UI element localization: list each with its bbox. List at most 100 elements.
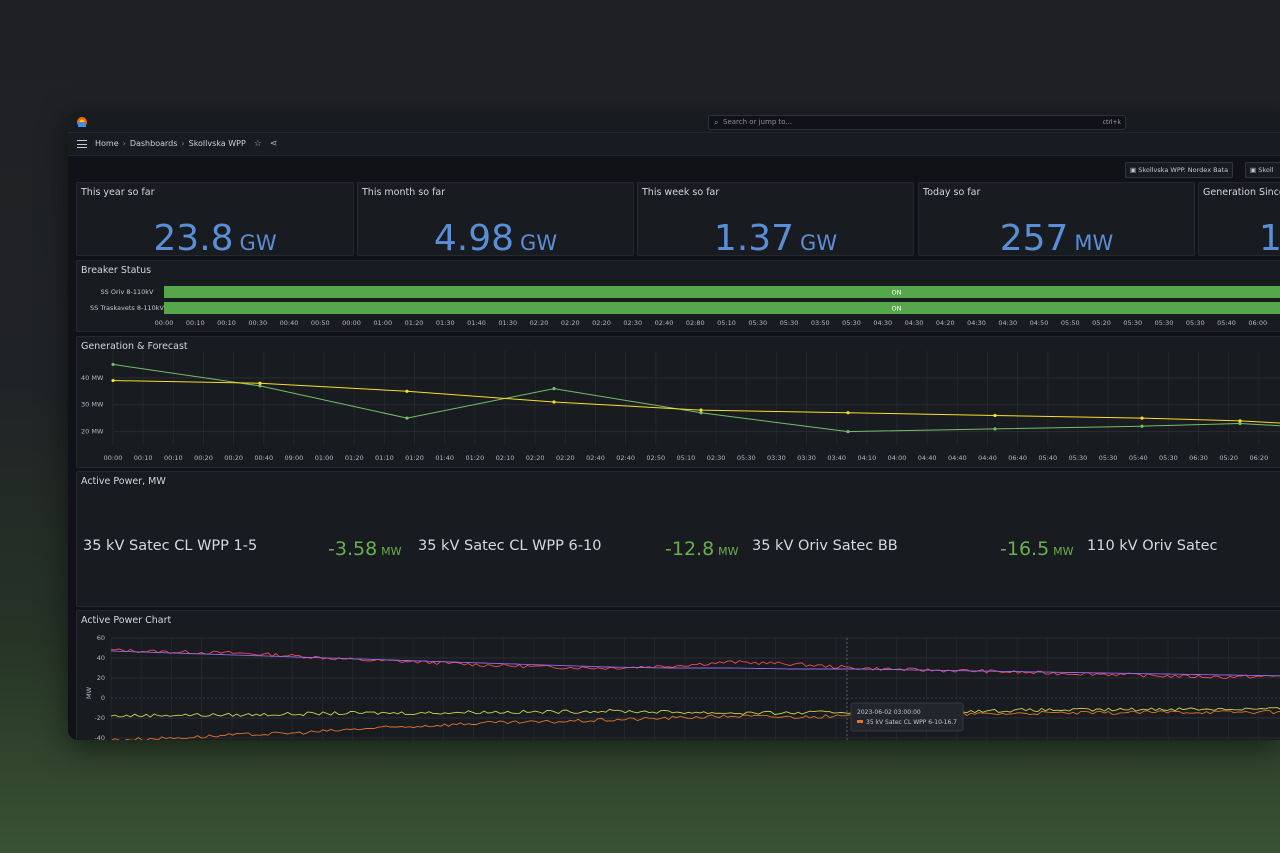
breaker-status-panel[interactable]: Breaker Status SS Oriv 8-110kV ON SS Trask… [76,260,1280,332]
variable-selector-2[interactable]: ▣ Skoll [1245,162,1280,178]
time-tick-label: 04:30 [998,319,1017,327]
dashboard-window: ⌕ Search or jump to... ctrl+k Home › Dashb… [68,112,1280,740]
time-tick-label: 01:30 [436,319,455,327]
time-tick-label: 00:50 [311,319,330,327]
x-tick-label: 00:40 [254,454,273,462]
active-power-value: -3.58 MW [328,538,402,560]
x-tick-label: 04:40 [948,454,967,462]
star-icon[interactable]: ☆ [253,139,262,149]
search-input[interactable]: ⌕ Search or jump to... ctrl+k [708,115,1126,130]
variable-selector[interactable]: ▣ Skollvska WPP. Nordex Bata [1125,162,1234,178]
value-unit: MW [1053,545,1074,558]
generation-line [112,363,1280,433]
forecast-point [405,389,409,393]
breadcrumb-current[interactable]: Skollvska WPP [188,139,246,148]
x-tick-label: 05:30 [1159,454,1178,462]
stat-panel-week[interactable]: This week so far 1.37 GW [637,182,914,256]
generation-point [1238,421,1242,426]
value-number: -16.5 [1000,538,1050,560]
x-tick-label: 02:40 [586,454,605,462]
forecast-point [258,381,262,385]
time-tick-label: 01:40 [467,319,486,327]
panel-title: Breaker Status [81,265,152,276]
forecast-point [1238,419,1242,423]
breaker-row-label: SS Oriv 8-110kV [101,288,154,296]
x-tick-label: 05:30 [737,454,756,462]
x-tick-label: 04:40 [918,454,937,462]
breaker-row-label: SS Traskavets 8-110kV [90,304,165,312]
time-tick-label: 02:20 [561,319,580,327]
x-tick-label: 00:10 [164,454,183,462]
y-axis-label: MW [85,686,93,699]
x-tick-label: 05:20 [1219,454,1238,462]
tooltip-value: -16.7 [941,719,957,726]
forecast-chart: 40 MW 30 MW 20 MW 00:00 00:10 00:10 00:20 00:20… [81,351,1280,462]
active-power-label: 35 kV Satec CL WPP 6-10 [418,538,602,554]
power-series-line [110,650,1280,677]
x-tick-label: 06:20 [1249,454,1268,462]
nav-bar: Home › Dashboards › Skollvska WPP ☆ ⋖ [68,133,1280,156]
stat-number: 1.37 [713,218,795,256]
active-power-panel[interactable]: Active Power, MW 35 kV Satec CL WPP 1-5 … [76,471,1280,607]
stat-panel-month[interactable]: This month so far 4.98 GW [357,182,634,256]
forecast-point [1140,416,1144,420]
grafana-logo-icon[interactable] [76,115,88,128]
time-tick-label: 00:00 [155,319,174,327]
breaker-state-label: ON [892,289,902,297]
panel-title: Active Power, MW [81,476,166,487]
panel-title: This year so far [81,187,155,198]
x-tick-label: 05:40 [1129,454,1148,462]
time-tick-label: 03:50 [811,319,830,327]
time-tick-label: 05:30 [1155,319,1174,327]
x-tick-label: 00:00 [104,454,123,462]
x-tick-label: 04:10 [857,454,876,462]
x-tick-label: 01:20 [405,454,424,462]
breadcrumb: Home › Dashboards › Skollvska WPP ☆ ⋖ [95,133,277,155]
active-power-label: 35 kV Oriv Satec BB [752,538,898,554]
breadcrumb-dashboards[interactable]: Dashboards [129,139,178,148]
stat-panel-year[interactable]: This year so far 23.8 GW [76,182,354,256]
panel-title: Today so far [923,187,981,198]
stat-number: 1 [1259,218,1280,256]
stat-value: 4.98 GW [358,218,633,255]
generation-point [405,416,409,420]
variable-value: Skollvska WPP. Nordex Bata [1138,166,1229,174]
menu-icon[interactable] [77,140,87,148]
value-unit: MW [718,545,739,558]
time-tick-label: 05:30 [1123,319,1142,327]
x-tick-label: 02:50 [646,454,665,462]
x-tick-label: 01:10 [375,454,394,462]
time-tick-label: 05:40 [1217,319,1236,327]
x-tick-label: 05:30 [1069,454,1088,462]
panel-title: This week so far [642,187,720,198]
y-tick-label: 20 [97,674,105,682]
forecast-panel[interactable]: Generation & Forecast 40 MW 30 MW 20 MW 00:… [76,336,1280,468]
time-tick-label: 04:50 [1030,319,1049,327]
y-tick-label: 60 [97,634,105,642]
x-tick-label: 00:10 [134,454,153,462]
x-tick-label: 02:10 [496,454,515,462]
x-tick-label: 06:30 [1189,454,1208,462]
variable-value-2: Skoll [1258,166,1274,174]
chevron-right-icon: › [122,139,126,148]
stat-panel-since[interactable]: Generation Since 1 [1198,182,1280,256]
time-tick-label: 00:00 [342,319,361,327]
breadcrumb-home[interactable]: Home [95,139,119,148]
breaker-state-bar [164,286,1280,298]
time-tick-label: 04:30 [905,319,924,327]
time-tick-label: 02:30 [623,319,642,327]
forecast-point [111,378,115,383]
tooltip-series-swatch [857,720,863,723]
time-tick-label: 04:30 [967,319,986,327]
time-tick-label: 05:30 [842,319,861,327]
share-icon[interactable]: ⋖ [269,139,278,149]
value-number: -3.58 [328,538,378,560]
time-tick-label: 02:20 [592,319,611,327]
forecast-point [699,408,703,412]
stat-panel-today[interactable]: Today so far 257 MW [918,182,1195,256]
y-tick-label: 40 [97,654,105,662]
x-tick-label: 06:40 [1008,454,1027,462]
active-power-chart-panel[interactable]: Active Power Chart 60 40 20 0 -20 -40 MW 2023-0… [76,610,1280,740]
value-number: -12.8 [665,538,715,560]
value-unit: MW [381,545,402,558]
